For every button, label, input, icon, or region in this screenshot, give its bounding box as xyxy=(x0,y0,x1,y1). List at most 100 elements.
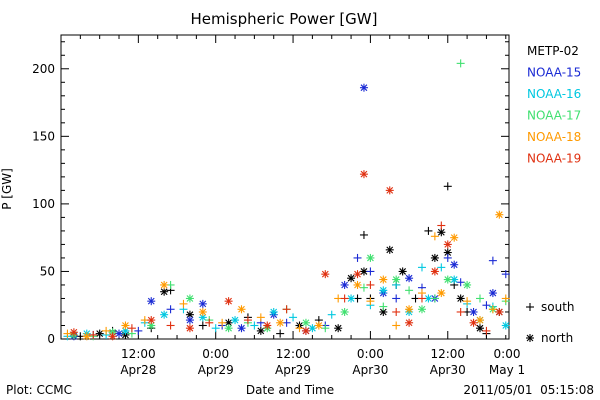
data-point-south xyxy=(379,302,388,311)
data-point-north xyxy=(469,318,478,327)
data-point-north xyxy=(224,297,233,306)
data-point-north xyxy=(276,318,285,327)
data-point-north xyxy=(450,260,459,269)
data-point-north xyxy=(443,275,452,284)
legend-entry: NOAA-17 xyxy=(527,109,581,123)
y-axis: 0 50 100 150 200 xyxy=(32,41,509,346)
data-point-south xyxy=(366,267,375,276)
data-point-south xyxy=(392,307,401,316)
data-point-south xyxy=(366,297,375,306)
data-point-south xyxy=(501,294,510,303)
chart-title: Hemispheric Power [GW] xyxy=(191,10,378,28)
data-point-south xyxy=(166,305,175,314)
data-point-south xyxy=(218,318,227,327)
data-point-south xyxy=(250,321,259,330)
x-axis-label: Date and Time xyxy=(246,383,334,397)
data-point-south xyxy=(392,321,401,330)
data-point-north xyxy=(430,253,439,262)
data-point-south xyxy=(295,324,304,333)
data-point-south xyxy=(488,256,497,265)
data-point-north xyxy=(237,324,246,333)
legend-entry: NOAA-16 xyxy=(527,87,581,101)
symbol-legend-label: north xyxy=(541,331,573,345)
data-point-north xyxy=(198,307,207,316)
data-point-north xyxy=(321,270,330,279)
data-point-south xyxy=(424,226,433,235)
data-point-north xyxy=(95,329,104,338)
data-point-north xyxy=(443,240,452,249)
data-point-north xyxy=(108,332,117,341)
data-point-north xyxy=(185,324,194,333)
legend-entry: NOAA-19 xyxy=(527,152,581,166)
data-point-north xyxy=(379,286,388,295)
data-point-south xyxy=(392,294,401,303)
data-point-north xyxy=(392,275,401,284)
plot-area xyxy=(60,34,510,340)
data-point-south xyxy=(198,321,207,330)
data-point-south xyxy=(488,305,497,314)
data-point-north xyxy=(198,299,207,308)
x-tick-date-label: Apr30 xyxy=(430,363,466,377)
data-point-south xyxy=(205,318,214,327)
data-point-north xyxy=(398,267,407,276)
x-tick-time-label: 0:00 xyxy=(202,347,229,361)
data-point-north xyxy=(160,310,169,319)
x-tick-date-label: May 1 xyxy=(489,363,525,377)
north-symbol-icon xyxy=(526,334,534,342)
data-point-north xyxy=(437,289,446,298)
data-point-north xyxy=(450,233,459,242)
data-point-south xyxy=(211,324,220,333)
legend-entry: NOAA-15 xyxy=(527,66,581,80)
y-tick-label: 0 xyxy=(47,332,55,346)
x-axis: 12:00 Apr28 0:00 Apr29 12:00 Apr29 0:00 Apr30 12… xyxy=(60,35,525,377)
x-tick-date-label: Apr29 xyxy=(275,363,311,377)
data-point-south xyxy=(482,301,491,310)
data-point-south xyxy=(443,182,452,191)
data-point-north xyxy=(121,321,130,330)
data-point-south xyxy=(359,230,368,239)
x-tick-time-label: 0:00 xyxy=(357,347,384,361)
data-point-south xyxy=(327,310,336,319)
data-point-north xyxy=(430,267,439,276)
data-point-north xyxy=(353,270,362,279)
data-point-north xyxy=(224,324,233,333)
data-point-north xyxy=(185,310,194,319)
data-point-north xyxy=(475,316,484,325)
data-point-south xyxy=(366,280,375,289)
legend: METP-02 NOAA-15 NOAA-16 NOAA-17 NOAA-18 NOAA-… xyxy=(527,44,581,166)
data-point-north xyxy=(475,324,484,333)
x-tick-date-label: Apr30 xyxy=(352,363,388,377)
data-point-north xyxy=(82,332,91,341)
data-point-north xyxy=(301,326,310,335)
data-point-north xyxy=(147,321,156,330)
data-point-north xyxy=(501,321,510,330)
data-point-south xyxy=(353,253,362,262)
data-point-north xyxy=(405,274,414,283)
data-point-north xyxy=(314,321,323,330)
data-point-south xyxy=(437,221,446,230)
data-point-south xyxy=(276,329,285,338)
data-points xyxy=(63,59,510,341)
data-point-north xyxy=(347,274,356,283)
data-point-north xyxy=(359,83,368,92)
data-point-north xyxy=(385,186,394,195)
data-point-north xyxy=(405,305,414,314)
data-point-south xyxy=(475,294,484,303)
data-point-north xyxy=(185,316,194,325)
data-point-south xyxy=(321,324,330,333)
data-point-north xyxy=(263,321,272,330)
data-point-north xyxy=(495,307,504,316)
data-point-north xyxy=(366,253,375,262)
data-point-south xyxy=(166,321,175,330)
data-point-south xyxy=(102,326,111,335)
data-point-north xyxy=(379,275,388,284)
data-point-south xyxy=(134,326,143,335)
data-point-north xyxy=(495,210,504,219)
data-point-north xyxy=(269,307,278,316)
data-point-south xyxy=(443,253,452,262)
data-point-south xyxy=(456,59,465,68)
data-point-north xyxy=(198,313,207,322)
data-point-south xyxy=(456,307,465,316)
x-tick-time-label: 12:00 xyxy=(121,347,156,361)
